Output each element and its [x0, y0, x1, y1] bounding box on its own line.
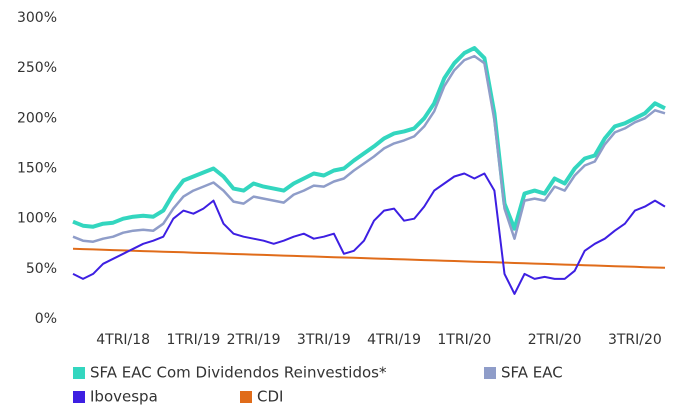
legend-label: CDI	[257, 388, 283, 406]
series-line	[72, 172, 666, 295]
legend-label: SFA EAC Com Dividendos Reinvestidos*	[90, 364, 387, 382]
x-tick-label: 3TRI/20	[608, 332, 662, 348]
legend-swatch	[484, 367, 496, 379]
y-tick-label: 200%	[17, 110, 57, 126]
x-tick-label: 1TRI/20	[437, 332, 491, 348]
series-line	[72, 46, 666, 231]
legend-swatch	[73, 367, 85, 379]
x-tick-label: 4TRI/18	[96, 332, 150, 348]
x-tick-label: 3TRI/19	[297, 332, 351, 348]
series-line	[72, 54, 666, 243]
y-tick-label: 300%	[17, 10, 57, 26]
y-tick-label: 0%	[35, 311, 57, 327]
y-tick-label: 50%	[26, 261, 57, 277]
legend-swatch	[240, 391, 252, 403]
y-tick-label: 100%	[17, 211, 57, 227]
series-line	[72, 247, 666, 269]
y-tick-label: 250%	[17, 60, 57, 76]
x-tick-label: 4TRI/19	[367, 332, 421, 348]
legend-label: SFA EAC	[501, 364, 563, 382]
legend-swatch	[73, 391, 85, 403]
y-tick-label: 150%	[17, 161, 57, 177]
x-tick-label: 2TRI/19	[227, 332, 281, 348]
x-tick-label: 1TRI/19	[166, 332, 220, 348]
x-tick-label: 2TRI/20	[528, 332, 582, 348]
legend-label: Ibovespa	[90, 388, 158, 406]
